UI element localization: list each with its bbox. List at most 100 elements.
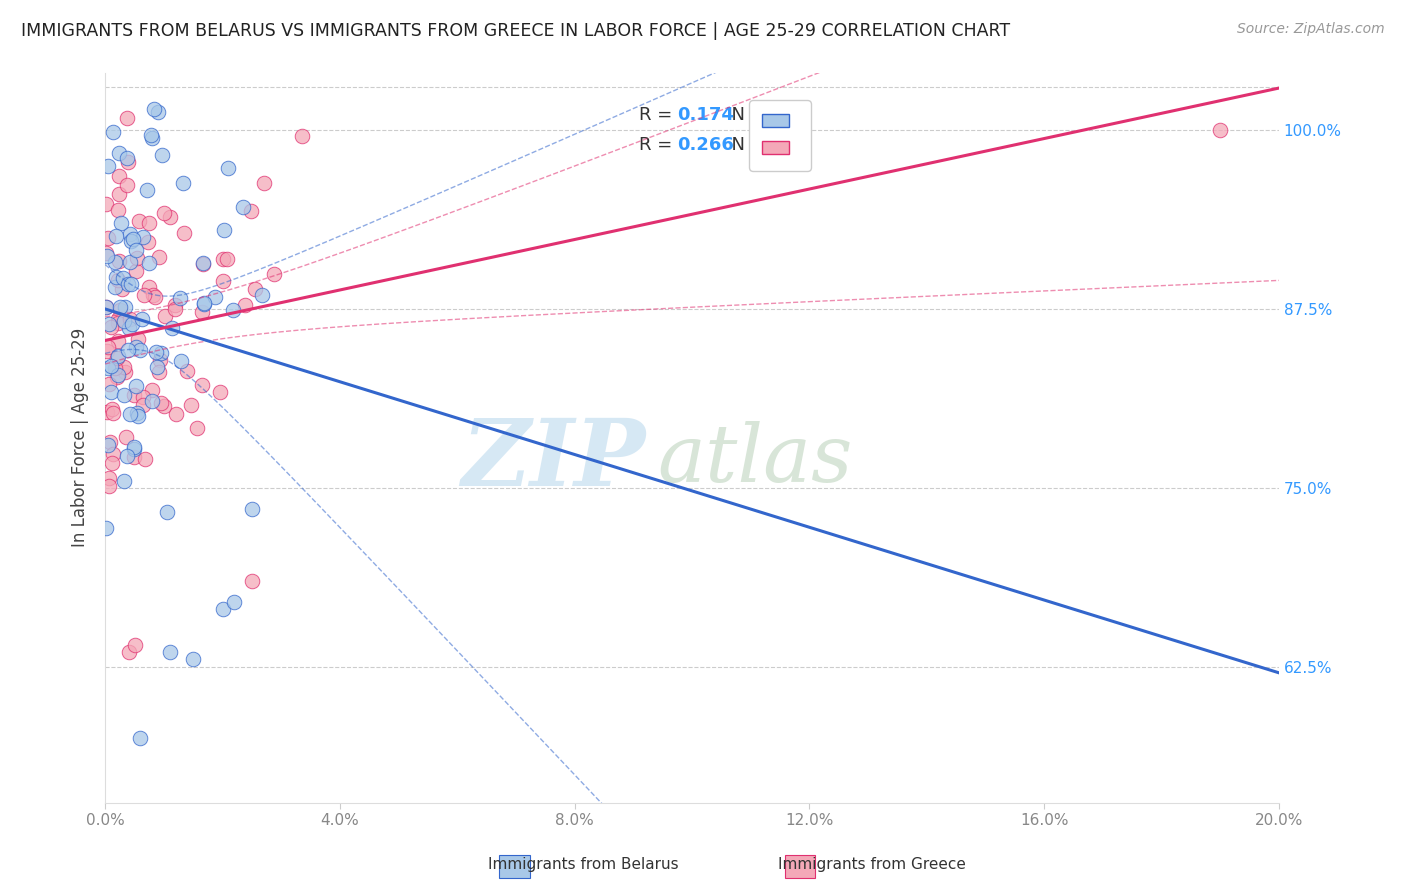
Point	[112, 359, 135, 374]
Point	[156, 505, 179, 519]
Point	[105, 370, 128, 384]
Point	[117, 343, 139, 357]
Point	[96, 343, 118, 358]
Point	[111, 282, 134, 296]
Point	[124, 638, 146, 652]
Point	[105, 228, 128, 243]
Point	[96, 405, 118, 419]
Point	[117, 155, 139, 169]
Point	[107, 349, 129, 363]
Point	[165, 298, 187, 312]
Point	[122, 232, 145, 246]
Point	[97, 376, 120, 391]
Point	[233, 298, 256, 312]
Point	[186, 421, 208, 435]
Point	[240, 204, 263, 219]
Point	[122, 387, 145, 401]
Point	[165, 407, 187, 421]
Point	[118, 227, 141, 241]
Point	[115, 111, 138, 125]
Point	[97, 340, 120, 354]
Point	[141, 383, 163, 397]
Text: R =: R =	[640, 106, 678, 124]
Point	[96, 249, 118, 263]
Point	[118, 321, 141, 335]
Point	[107, 202, 129, 217]
Text: Immigrants from Belarus: Immigrants from Belarus	[488, 857, 679, 872]
Point	[100, 359, 122, 374]
Point	[100, 319, 122, 334]
Point	[121, 277, 143, 291]
Text: R =: R =	[640, 136, 678, 154]
Point	[160, 320, 183, 334]
Point	[149, 353, 172, 368]
Point	[217, 161, 239, 175]
Point	[141, 393, 163, 408]
Point	[112, 313, 135, 327]
Point	[115, 178, 138, 192]
Point	[243, 282, 266, 296]
Point	[150, 396, 173, 410]
Legend: , : ,	[749, 100, 811, 170]
Point	[134, 451, 156, 466]
Point	[208, 385, 231, 400]
Point	[173, 226, 195, 240]
Point	[125, 251, 148, 265]
Point	[97, 159, 120, 173]
Point	[107, 273, 129, 287]
Point	[122, 442, 145, 456]
Point	[115, 430, 138, 444]
Point	[138, 216, 160, 230]
Point	[214, 223, 236, 237]
Point	[127, 409, 149, 424]
Point	[155, 38, 177, 53]
Point	[112, 311, 135, 326]
Point	[291, 128, 314, 143]
Point	[107, 312, 129, 326]
Point	[97, 361, 120, 376]
Point	[101, 402, 124, 417]
Point	[152, 205, 174, 219]
Point	[132, 229, 155, 244]
Point	[115, 151, 138, 165]
Point	[96, 197, 118, 211]
Point	[115, 450, 138, 464]
Point	[169, 292, 191, 306]
Point	[193, 297, 215, 311]
Point	[172, 176, 194, 190]
Point	[142, 287, 165, 301]
Point	[96, 300, 118, 314]
Point	[212, 252, 235, 266]
Point	[134, 287, 156, 301]
Point	[97, 478, 120, 492]
Point	[148, 250, 170, 264]
Point	[143, 102, 166, 116]
Point	[217, 252, 239, 266]
Point	[149, 346, 172, 360]
Point	[108, 169, 131, 184]
Point	[107, 316, 129, 330]
Point	[181, 652, 204, 666]
Point	[146, 105, 169, 120]
Point	[117, 277, 139, 291]
Point	[114, 300, 136, 314]
Text: ZIP: ZIP	[461, 415, 645, 505]
Point	[191, 377, 214, 392]
Point	[146, 359, 169, 374]
Point	[141, 130, 163, 145]
Point	[176, 364, 198, 378]
Point	[105, 351, 128, 366]
Point	[107, 368, 129, 383]
Text: Immigrants from Greece: Immigrants from Greece	[778, 857, 966, 872]
Point	[108, 254, 131, 268]
Point	[112, 475, 135, 489]
Point	[110, 302, 132, 317]
Point	[145, 345, 167, 359]
Point	[108, 146, 131, 161]
Point	[124, 340, 146, 354]
Point	[98, 317, 121, 331]
Point	[191, 256, 214, 270]
Point	[125, 264, 148, 278]
Point	[180, 398, 202, 412]
Point	[131, 390, 153, 404]
